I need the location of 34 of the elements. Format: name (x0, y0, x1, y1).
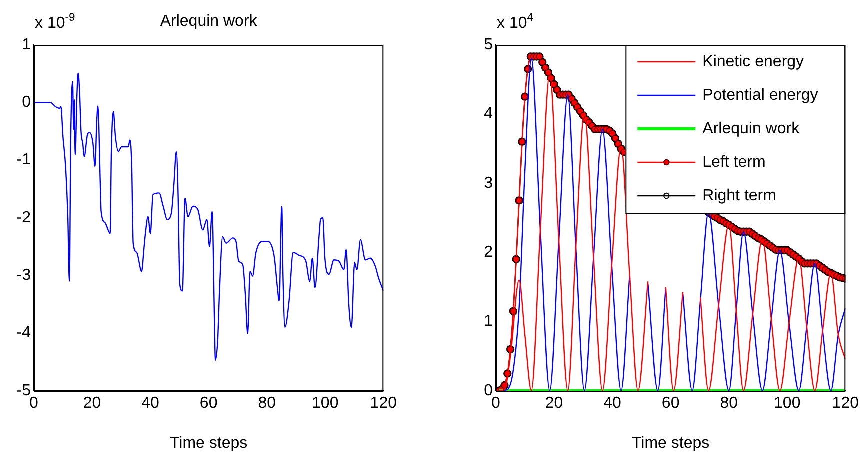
y-tick-label: 0 (22, 94, 32, 112)
y-tick-label: -5 (16, 382, 32, 400)
y-tick-label: 5 (484, 36, 494, 54)
legend-label: Kinetic energy (702, 53, 804, 70)
y-tick-label: 4 (484, 106, 494, 123)
x-tick-label: 120 (370, 395, 398, 412)
x-axis-title: Time steps (632, 434, 710, 452)
x-tick-label: 100 (774, 395, 801, 412)
x-tick-label: 100 (312, 395, 339, 412)
x-tick-label: 60 (662, 395, 680, 412)
legend-label: Left term (702, 154, 766, 171)
x-tick-label: 40 (604, 395, 622, 412)
chart-title: Arlequin work (160, 13, 258, 30)
x-tick-label: 80 (720, 395, 738, 412)
x-axis-title: Time steps (170, 434, 248, 452)
line-series (34, 72, 384, 362)
y-tick-label: 2 (484, 244, 494, 262)
legend-label: Potential energy (702, 86, 818, 104)
x-tick-label: 60 (200, 395, 218, 412)
x-tick-label: 120 (832, 395, 860, 412)
y-tick-label: -2 (16, 209, 32, 226)
y-tick-label: -1 (16, 152, 32, 169)
y-tick-label: -4 (16, 324, 32, 342)
y-tick-label: 0 (484, 382, 494, 400)
y-tick-label: -3 (16, 267, 32, 284)
y-tick-label: 3 (484, 174, 494, 192)
legend-label: Right term (702, 187, 776, 204)
y-tick-label: 1 (22, 36, 32, 54)
x-tick-label: 80 (258, 395, 276, 412)
x-tick-label: 20 (545, 395, 564, 412)
y-tick-label: 1 (484, 313, 494, 330)
legend-label: Arlequin work (702, 120, 801, 138)
x-tick-label: 20 (83, 395, 102, 412)
x-tick-label: 40 (142, 395, 160, 412)
